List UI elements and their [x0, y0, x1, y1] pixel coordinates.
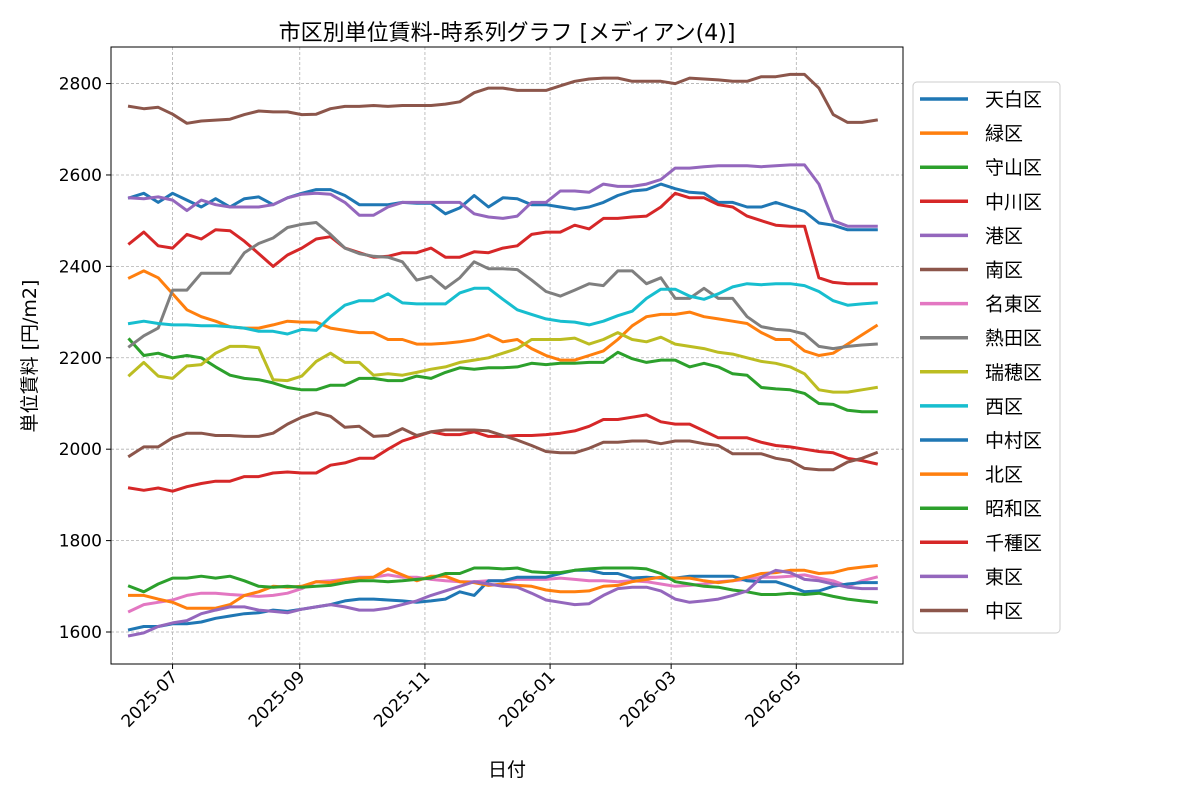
x-axis-label: 日付 — [488, 759, 526, 781]
y-tick-label: 1600 — [59, 623, 102, 643]
legend-label: 瑞穂区 — [985, 362, 1042, 384]
legend-label: 東区 — [985, 566, 1023, 588]
legend-label: 南区 — [985, 260, 1023, 282]
legend-label: 千種区 — [985, 532, 1042, 554]
series-line-7 — [127, 221, 878, 351]
legend-label: 緑区 — [985, 123, 1023, 145]
grid-lines — [111, 47, 903, 664]
legend-label: 中村区 — [985, 430, 1042, 452]
series-line-8 — [127, 331, 879, 394]
series-line-11 — [128, 564, 878, 610]
series-line-5 — [127, 72, 879, 125]
legend-box — [912, 81, 1061, 634]
y-tick-label: 2600 — [59, 166, 102, 186]
y-tick-label: 2000 — [59, 440, 102, 460]
series-line-0 — [127, 182, 878, 232]
legend-label: 中区 — [985, 601, 1023, 623]
y-axis-label: 単位賃料 [円/m2] — [19, 280, 41, 433]
legend: 天白区緑区守山区中川区港区南区名東区熱田区瑞穂区西区中村区北区昭和区千種区東区中… — [912, 81, 1061, 634]
series-line-15 — [127, 411, 879, 472]
series-line-12 — [127, 566, 878, 604]
legend-label: 西区 — [985, 396, 1023, 418]
legend-label: 名東区 — [985, 294, 1042, 316]
series-line-10 — [127, 568, 878, 632]
legend-label: 港区 — [985, 225, 1023, 247]
y-tick-label: 2200 — [59, 349, 102, 369]
legend-label: 中川区 — [985, 191, 1042, 213]
legend-label: 北区 — [985, 464, 1023, 486]
y-tick-label: 1800 — [59, 532, 102, 552]
series-line-9 — [127, 282, 878, 336]
series-line-1 — [127, 269, 879, 362]
legend-label: 熱田区 — [985, 328, 1042, 350]
legend-label: 昭和区 — [985, 498, 1042, 520]
chart-title: 市区別単位賃料-時系列グラフ [メディアン(4)] — [279, 21, 736, 46]
plot-frame — [110, 46, 904, 665]
y-tick-label: 2800 — [59, 75, 102, 95]
series-line-3 — [127, 191, 878, 286]
series-line-2 — [127, 337, 878, 414]
series-line-4 — [127, 163, 878, 228]
legend-label: 守山区 — [985, 157, 1042, 179]
series-lines — [127, 72, 879, 638]
y-axis: 1600 1800 2000 2200 2400 2600 2800 — [59, 75, 111, 643]
series-line-14 — [127, 568, 878, 638]
y-tick-label: 2400 — [59, 257, 102, 277]
legend-label: 天白区 — [985, 89, 1042, 111]
